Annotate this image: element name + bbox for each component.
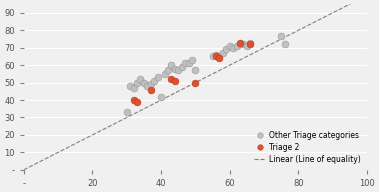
Point: [278, 34, 284, 37]
Point: [148, 83, 154, 86]
Point: [134, 100, 140, 103]
Point: [227, 45, 233, 48]
Point: [175, 69, 181, 72]
Point: [134, 81, 140, 84]
Point: [179, 65, 185, 69]
Point: [151, 79, 157, 82]
Point: [247, 41, 253, 44]
Point: [127, 85, 133, 88]
Point: [141, 81, 147, 84]
Point: [131, 98, 137, 102]
Point: [237, 41, 243, 44]
Point: [161, 72, 168, 75]
Point: [131, 86, 137, 89]
Point: [182, 62, 188, 65]
Point: [168, 78, 174, 81]
Point: [165, 69, 171, 72]
Point: [220, 51, 226, 55]
Point: [144, 85, 150, 88]
Point: [138, 78, 144, 81]
Point: [172, 67, 178, 70]
Point: [216, 57, 222, 60]
Point: [233, 45, 240, 48]
Point: [223, 48, 229, 51]
Point: [230, 46, 236, 49]
Point: [155, 76, 161, 79]
Point: [172, 79, 178, 82]
Point: [185, 62, 191, 65]
Legend: Other Triage categories, Triage 2, Linear (Line of equality): Other Triage categories, Triage 2, Linea…: [252, 128, 363, 166]
Point: [193, 69, 199, 72]
Point: [237, 43, 243, 46]
Point: [189, 58, 195, 61]
Point: [168, 64, 174, 67]
Point: [210, 55, 216, 58]
Point: [213, 55, 219, 58]
Point: [213, 53, 219, 56]
Point: [216, 55, 222, 58]
Point: [244, 45, 250, 48]
Point: [124, 111, 130, 114]
Point: [247, 43, 253, 46]
Point: [193, 81, 199, 84]
Point: [240, 43, 246, 46]
Point: [158, 95, 164, 98]
Point: [282, 43, 288, 46]
Point: [148, 88, 154, 91]
